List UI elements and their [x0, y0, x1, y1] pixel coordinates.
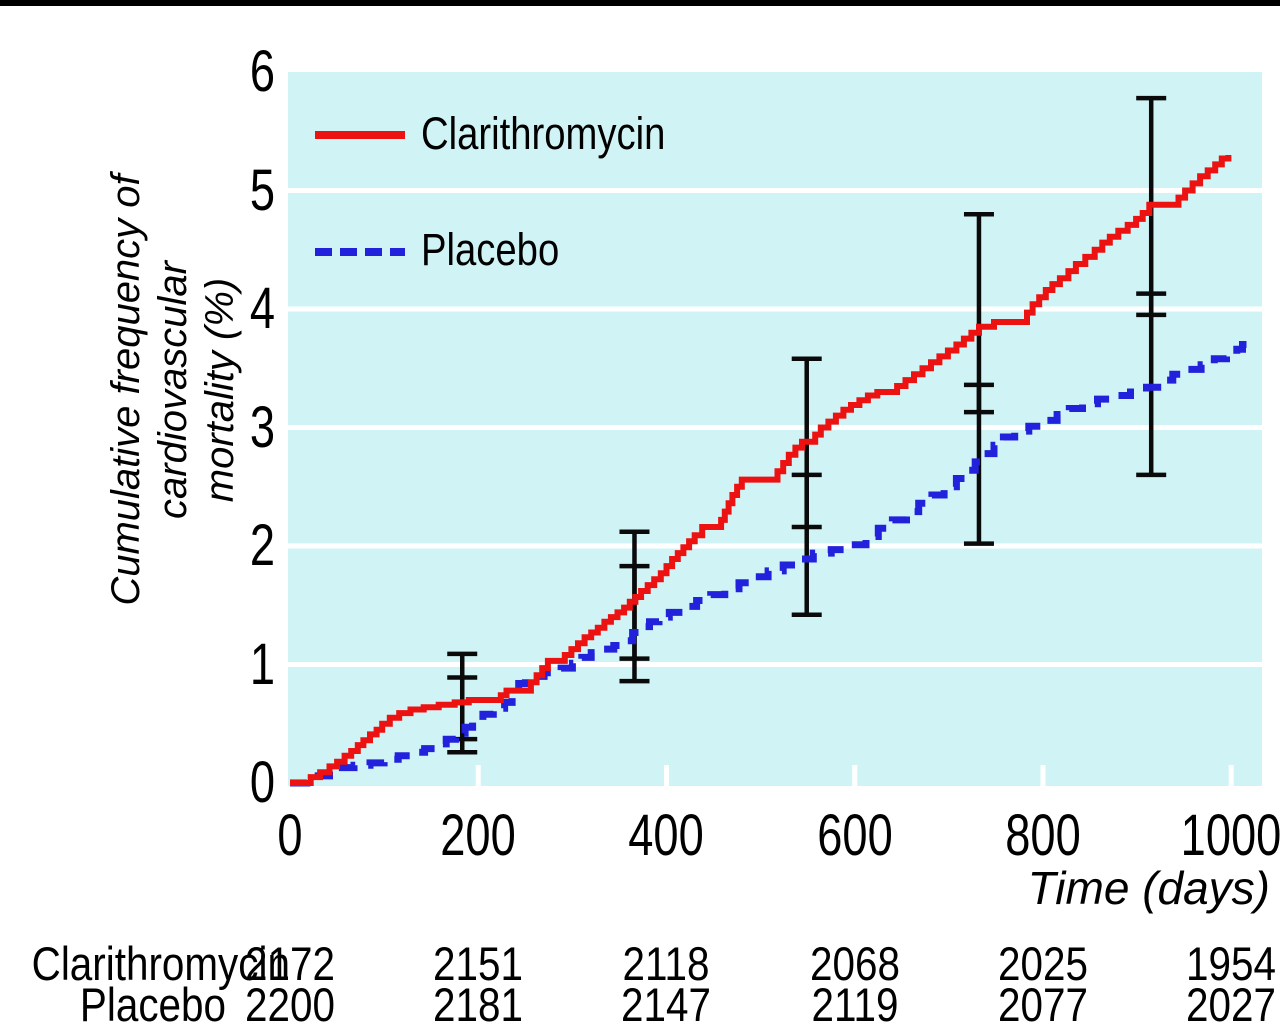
clarithromycin-curve — [290, 155, 1232, 786]
risk-cell: 2077 — [997, 978, 1088, 1027]
risk-cell: 2151 — [433, 937, 524, 990]
y-tick-label: 5 — [249, 157, 275, 223]
y-tick-label: 6 — [249, 39, 275, 104]
y-tick-label: 2 — [249, 513, 275, 578]
x-tick-label: 400 — [628, 803, 705, 868]
y-axis-title-line2: mortality (%) — [198, 277, 242, 503]
risk-cell: 2172 — [245, 937, 335, 990]
y-axis-title-line1: Cumulative frequency of cardiovascular — [104, 174, 195, 606]
x-tick-label: 800 — [1005, 803, 1081, 868]
x-tick-label: 0 — [277, 803, 303, 868]
risk-cell: 2200 — [245, 978, 335, 1027]
risk-cell: 2027 — [1186, 978, 1277, 1027]
clarithromycin-line-swatch — [315, 131, 405, 139]
risk-row-label: Placebo — [79, 978, 227, 1027]
y-tick-label: 0 — [249, 750, 275, 815]
error-bar-placebo — [447, 675, 478, 755]
legend-label-clarithromycin: Clarithromycin — [421, 108, 666, 159]
risk-cell: 2119 — [811, 978, 899, 1027]
y-axis-title: Cumulative frequency of cardiovascular m… — [103, 50, 242, 730]
x-tick-label: 200 — [440, 803, 516, 868]
risk-cell: 2147 — [621, 978, 712, 1027]
risk-cell: 2068 — [809, 937, 900, 990]
x-tick-label: 1000 — [1180, 803, 1280, 868]
legend-label-placebo: Placebo — [421, 224, 560, 275]
error-bar-placebo — [619, 563, 650, 684]
placebo-line-swatch — [315, 248, 405, 256]
x-tick-label: 600 — [816, 803, 893, 868]
risk-cell: 2181 — [433, 978, 524, 1027]
risk-cell: 1954 — [1186, 937, 1277, 990]
risk-cell: 2118 — [622, 937, 710, 990]
x-axis-title: Time (days) — [1027, 862, 1270, 914]
risk-cell: 2025 — [997, 937, 1088, 990]
y-tick-label: 3 — [249, 394, 275, 460]
placebo-curve — [290, 341, 1248, 787]
y-tick-label: 4 — [249, 276, 275, 341]
top-border-bar — [0, 0, 1280, 6]
error-bar-placebo — [791, 472, 822, 617]
y-tick-label: 1 — [249, 631, 275, 697]
